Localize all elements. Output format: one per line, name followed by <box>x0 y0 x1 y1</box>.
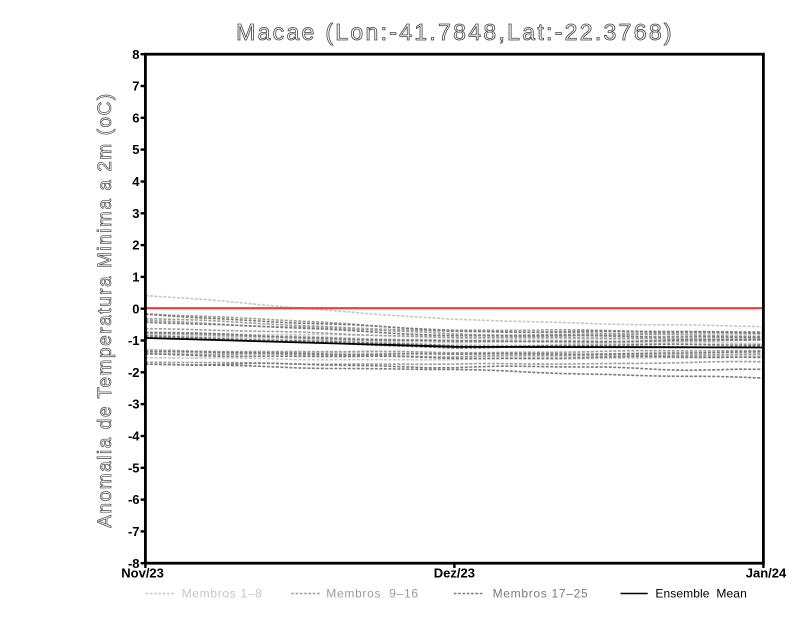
svg-text:Membros 1–8: Membros 1–8 <box>182 587 263 601</box>
svg-text:Membros 9–16: Membros 9–16 <box>326 587 418 601</box>
svg-text:Nov/23: Nov/23 <box>121 566 164 581</box>
svg-text:-7: -7 <box>128 524 140 539</box>
svg-text:7: 7 <box>132 79 139 94</box>
svg-text:-1: -1 <box>128 333 140 348</box>
svg-text:-6: -6 <box>128 492 140 507</box>
svg-text:2: 2 <box>132 238 139 253</box>
svg-text:8: 8 <box>132 47 139 62</box>
svg-text:Anomalia de Temperatura Minima: Anomalia de Temperatura Minima a 2m (oC) <box>95 92 116 527</box>
svg-text:4: 4 <box>132 174 140 189</box>
svg-text:-2: -2 <box>128 365 140 380</box>
svg-text:5: 5 <box>132 142 139 157</box>
svg-text:-3: -3 <box>128 397 140 412</box>
svg-text:Macae (Lon:-41.7848,Lat:-22.37: Macae (Lon:-41.7848,Lat:-22.3768) <box>236 19 674 45</box>
svg-text:Dez/23: Dez/23 <box>434 566 475 581</box>
svg-text:6: 6 <box>132 110 139 125</box>
svg-text:-5: -5 <box>128 460 140 475</box>
svg-text:-4: -4 <box>128 429 140 444</box>
svg-text:Membros 17–25: Membros 17–25 <box>493 587 589 601</box>
svg-text:Jan/24: Jan/24 <box>746 566 787 581</box>
svg-text:0: 0 <box>132 301 139 316</box>
svg-text:3: 3 <box>132 206 139 221</box>
svg-text:-8: -8 <box>128 556 140 571</box>
svg-text:Ensemble Mean: Ensemble Mean <box>655 587 746 601</box>
svg-text:1: 1 <box>132 270 139 285</box>
